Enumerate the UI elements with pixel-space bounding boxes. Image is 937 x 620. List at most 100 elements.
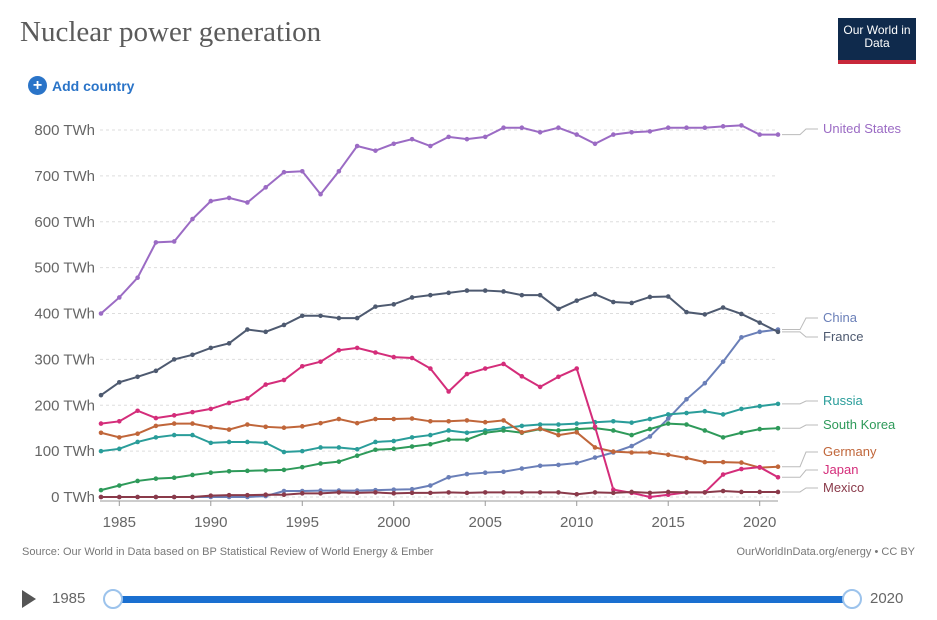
data-point	[281, 488, 287, 494]
data-point	[629, 432, 634, 438]
series-russia[interactable]: Russia	[98, 393, 864, 455]
play-icon[interactable]	[22, 590, 36, 608]
data-point	[153, 415, 159, 421]
data-point	[245, 492, 250, 498]
data-point	[592, 445, 598, 450]
data-point	[647, 494, 653, 500]
series-line	[100, 402, 779, 454]
series-mexico[interactable]: Mexico	[98, 480, 864, 500]
data-point	[611, 487, 616, 492]
x-tick-label: 2015	[652, 514, 685, 531]
series-united-states[interactable]: United States	[98, 121, 902, 316]
data-point	[190, 409, 195, 415]
data-point	[574, 366, 580, 371]
data-point	[611, 299, 616, 305]
data-point	[135, 275, 140, 281]
data-point	[739, 489, 744, 495]
data-point	[464, 437, 470, 442]
data-point	[373, 350, 378, 355]
data-point	[391, 438, 397, 444]
add-country-label: Add country	[52, 77, 135, 94]
data-point	[574, 491, 580, 497]
data-point	[336, 416, 342, 422]
data-point	[519, 430, 525, 435]
data-point	[537, 463, 543, 469]
data-point	[592, 424, 598, 430]
data-point	[208, 424, 214, 430]
data-point	[446, 474, 451, 480]
y-tick-label: 0 TWh	[51, 489, 95, 506]
data-point	[428, 490, 433, 496]
timeline-end-handle[interactable]	[842, 589, 862, 609]
timeline-start-handle[interactable]	[103, 589, 123, 609]
data-point	[336, 315, 342, 321]
timeline-slider[interactable]	[112, 596, 852, 603]
data-point	[208, 345, 214, 351]
y-tick-label: 100 TWh	[34, 443, 95, 460]
data-point	[592, 490, 598, 495]
series-label: Mexico	[823, 480, 864, 495]
data-point	[373, 304, 378, 309]
data-point	[720, 305, 726, 310]
data-point	[775, 425, 781, 431]
data-point	[116, 435, 122, 440]
data-point	[391, 487, 397, 492]
data-point	[665, 294, 671, 299]
data-point	[519, 125, 525, 131]
data-point	[281, 169, 287, 175]
data-point	[98, 494, 104, 500]
series-label: Germany	[823, 444, 877, 459]
data-point	[98, 430, 104, 436]
data-point	[391, 416, 397, 422]
y-tick-label: 700 TWh	[34, 168, 95, 185]
data-point	[190, 472, 195, 478]
timeline-start-label: 1985	[52, 590, 86, 607]
owid-logo[interactable]: Our World in Data	[838, 18, 916, 64]
data-point	[720, 488, 726, 494]
data-point	[135, 494, 140, 500]
data-point	[775, 489, 781, 495]
data-point	[556, 428, 561, 433]
data-point	[409, 435, 415, 440]
data-point	[501, 289, 506, 294]
data-point	[629, 443, 634, 449]
data-point	[171, 432, 177, 438]
data-point	[409, 486, 415, 492]
data-point	[739, 335, 744, 340]
data-point	[409, 355, 415, 361]
data-point	[574, 426, 580, 432]
data-point	[336, 168, 342, 174]
data-point	[336, 347, 342, 353]
data-point	[501, 361, 506, 367]
data-point	[116, 380, 122, 385]
label-connector	[782, 128, 818, 136]
data-point	[684, 455, 689, 461]
series-france[interactable]: France	[98, 288, 864, 398]
data-point	[98, 392, 104, 398]
y-tick-label: 800 TWh	[34, 122, 95, 139]
data-point	[409, 136, 415, 142]
series-germany[interactable]: Germany	[98, 416, 877, 470]
data-point	[354, 143, 360, 149]
license-link[interactable]: OurWorldInData.org/energy • CC BY	[736, 546, 916, 558]
data-point	[281, 322, 287, 328]
data-point	[281, 467, 287, 473]
data-point	[702, 312, 708, 317]
data-point	[592, 291, 598, 297]
data-point	[556, 462, 561, 468]
data-point	[226, 195, 232, 201]
series-china[interactable]: China	[98, 310, 858, 500]
data-point	[428, 292, 433, 298]
data-point	[665, 452, 671, 458]
data-point	[391, 491, 397, 496]
data-point	[98, 421, 104, 426]
series-south-korea[interactable]: South Korea	[98, 417, 896, 493]
data-point	[720, 412, 726, 417]
data-point	[208, 470, 214, 475]
series-label: Japan	[823, 462, 858, 477]
data-point	[757, 320, 763, 325]
data-point	[116, 419, 122, 424]
y-tick-label: 200 TWh	[34, 397, 95, 414]
data-point	[556, 374, 561, 380]
add-country-button[interactable]: + Add country	[28, 76, 134, 95]
